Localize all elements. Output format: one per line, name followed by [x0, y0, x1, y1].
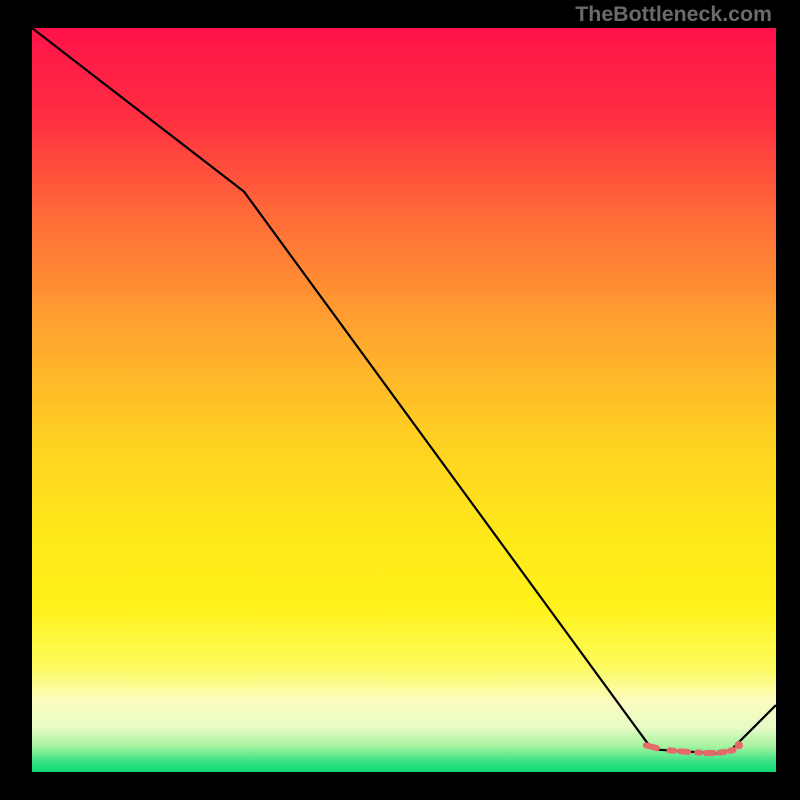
- highlight-dash: [646, 745, 657, 748]
- chart-svg-overlay: [32, 28, 776, 772]
- highlight-dash: [719, 752, 724, 753]
- plot-area: [32, 28, 776, 772]
- main-line: [32, 28, 776, 753]
- watermark-text: TheBottleneck.com: [575, 2, 772, 27]
- chart-container: TheBottleneck.com: [0, 0, 800, 800]
- highlight-end-point: [735, 741, 743, 749]
- highlight-dash: [730, 750, 734, 751]
- highlight-dash: [680, 751, 688, 752]
